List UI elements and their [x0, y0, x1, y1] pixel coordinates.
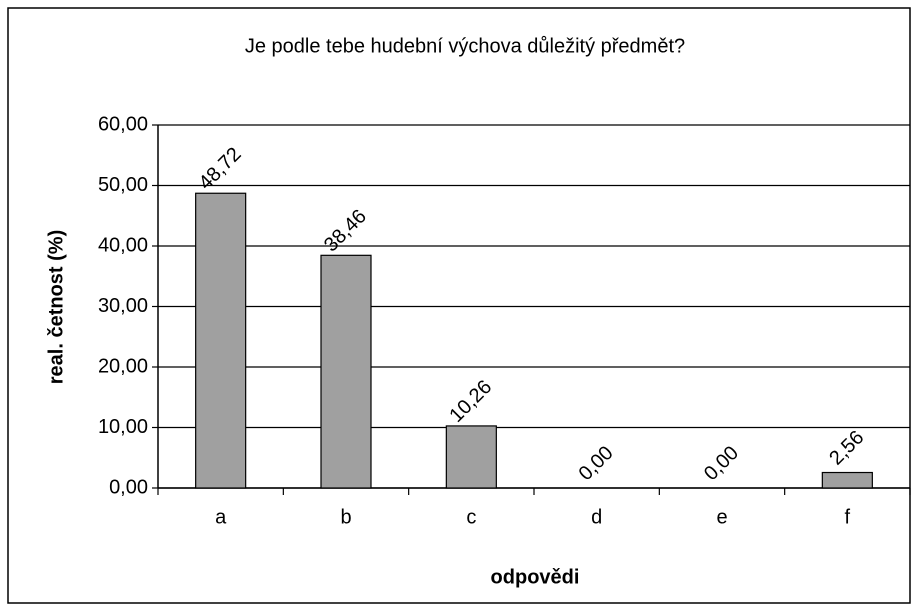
bar — [195, 192, 247, 489]
y-tick-label: 10,00 — [98, 416, 148, 438]
y-tick-label: 40,00 — [98, 234, 148, 256]
y-tick-label: 30,00 — [98, 295, 148, 317]
bar — [320, 254, 372, 489]
bar — [821, 471, 873, 489]
x-tick-label: b — [340, 506, 351, 528]
y-tick-label: 60,00 — [98, 113, 148, 135]
y-axis-label: real. četnost (%) — [45, 230, 67, 384]
x-tick-label: a — [215, 506, 227, 528]
x-tick-label: d — [591, 506, 602, 528]
y-tick-label: 20,00 — [98, 355, 148, 377]
x-tick-label: e — [716, 506, 727, 528]
x-axis-label: odpovědi — [491, 566, 580, 588]
chart-title: Je podle tebe hudební výchova důležitý p… — [245, 35, 685, 57]
x-tick-label: c — [466, 506, 476, 528]
bar — [445, 425, 497, 489]
y-tick-label: 0,00 — [109, 476, 148, 498]
x-tick-label: f — [845, 506, 851, 528]
y-tick-label: 50,00 — [98, 174, 148, 196]
